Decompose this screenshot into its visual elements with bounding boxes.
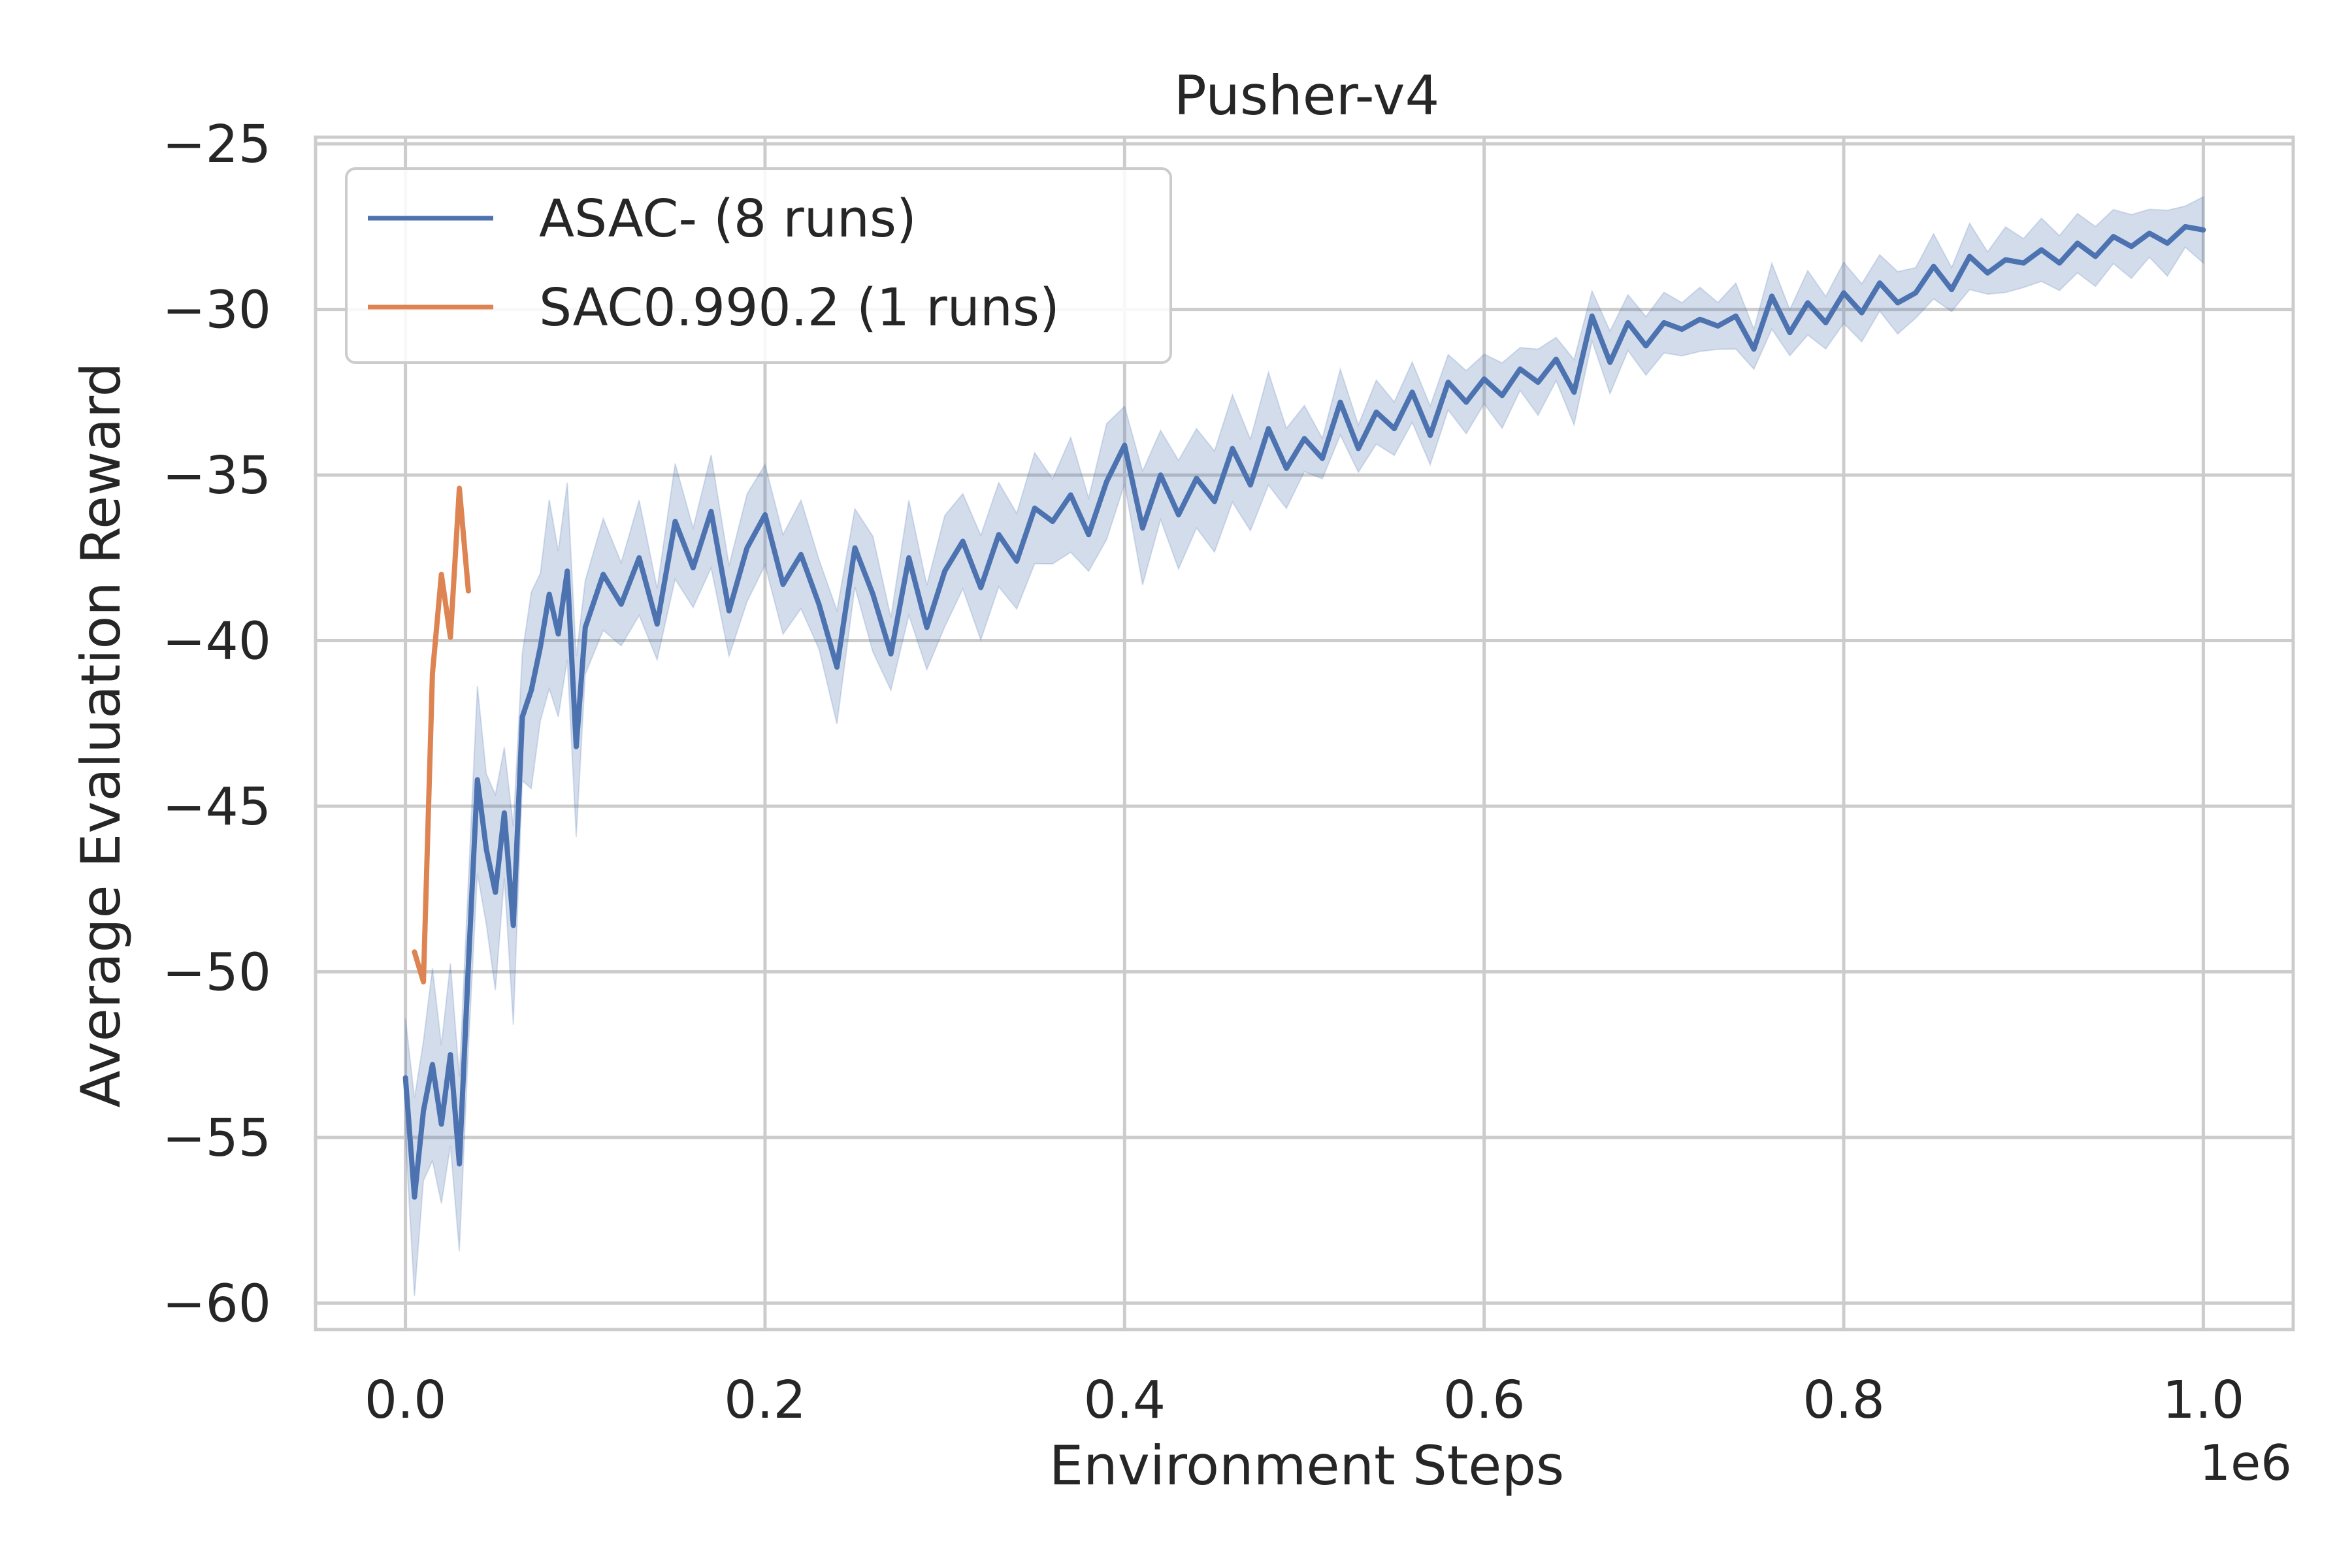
legend-label-sac: SAC0.990.2 (1 runs) <box>539 278 1060 338</box>
legend-box <box>345 167 1172 364</box>
series-line-asac <box>402 223 2206 1200</box>
series-lines <box>402 223 2206 1200</box>
legend: ASAC- (8 runs) SAC0.990.2 (1 runs) <box>345 167 1172 364</box>
confidence-band-asac <box>404 195 2204 1296</box>
y-tick-labels: −60 −55 −50 −45 −40 −35 −30 −25 <box>162 114 271 1333</box>
x-tick-label: 0.0 <box>365 1370 447 1430</box>
x-tick-label: 1.0 <box>2163 1370 2245 1430</box>
y-tick-label: −25 <box>162 114 271 174</box>
x-tick-label: 0.6 <box>1443 1370 1526 1430</box>
series-line-sac <box>412 485 471 985</box>
x-tick-label: 0.2 <box>724 1370 806 1430</box>
y-tick-label: −60 <box>162 1273 271 1333</box>
x-tick-labels: 0.0 0.2 0.4 0.6 0.8 1.0 <box>365 1370 2244 1430</box>
x-tick-label: 0.8 <box>1803 1370 1885 1430</box>
y-tick-label: −40 <box>162 612 271 672</box>
y-tick-label: −55 <box>162 1108 271 1168</box>
x-axis-label: Environment Steps <box>1049 1434 1565 1497</box>
confidence-bands <box>404 195 2204 1296</box>
x-tick-label: 0.4 <box>1083 1370 1166 1430</box>
y-tick-label: −30 <box>162 280 271 340</box>
y-tick-label: −45 <box>162 777 271 837</box>
legend-label-asac: ASAC- (8 runs) <box>539 189 917 249</box>
y-tick-label: −50 <box>162 943 271 1003</box>
plot-frame <box>314 135 2295 1331</box>
chart-title: Pusher-v4 <box>1174 64 1440 127</box>
y-tick-label: −35 <box>162 446 271 506</box>
y-axis-label: Average Evaluation Reward <box>69 363 133 1108</box>
x-axis-offset-label: 1e6 <box>2199 1434 2292 1492</box>
